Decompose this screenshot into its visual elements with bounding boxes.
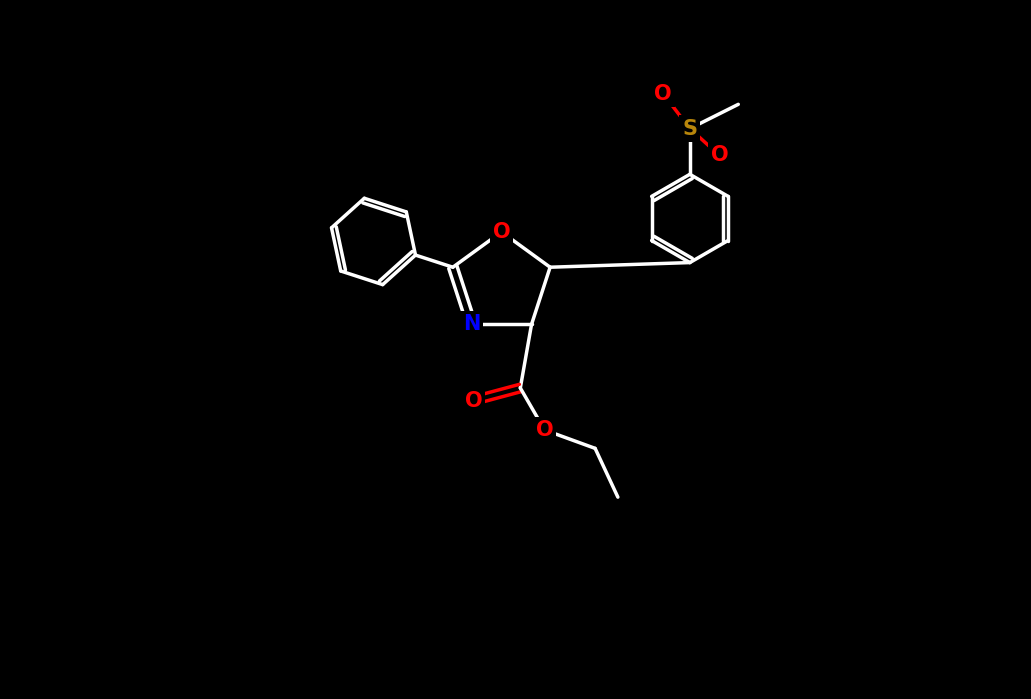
- Text: S: S: [683, 119, 697, 138]
- Text: O: O: [654, 84, 672, 103]
- Text: O: O: [710, 145, 728, 166]
- Text: N: N: [463, 315, 480, 334]
- Text: O: O: [493, 222, 510, 242]
- Text: O: O: [465, 391, 483, 410]
- Text: O: O: [536, 420, 554, 440]
